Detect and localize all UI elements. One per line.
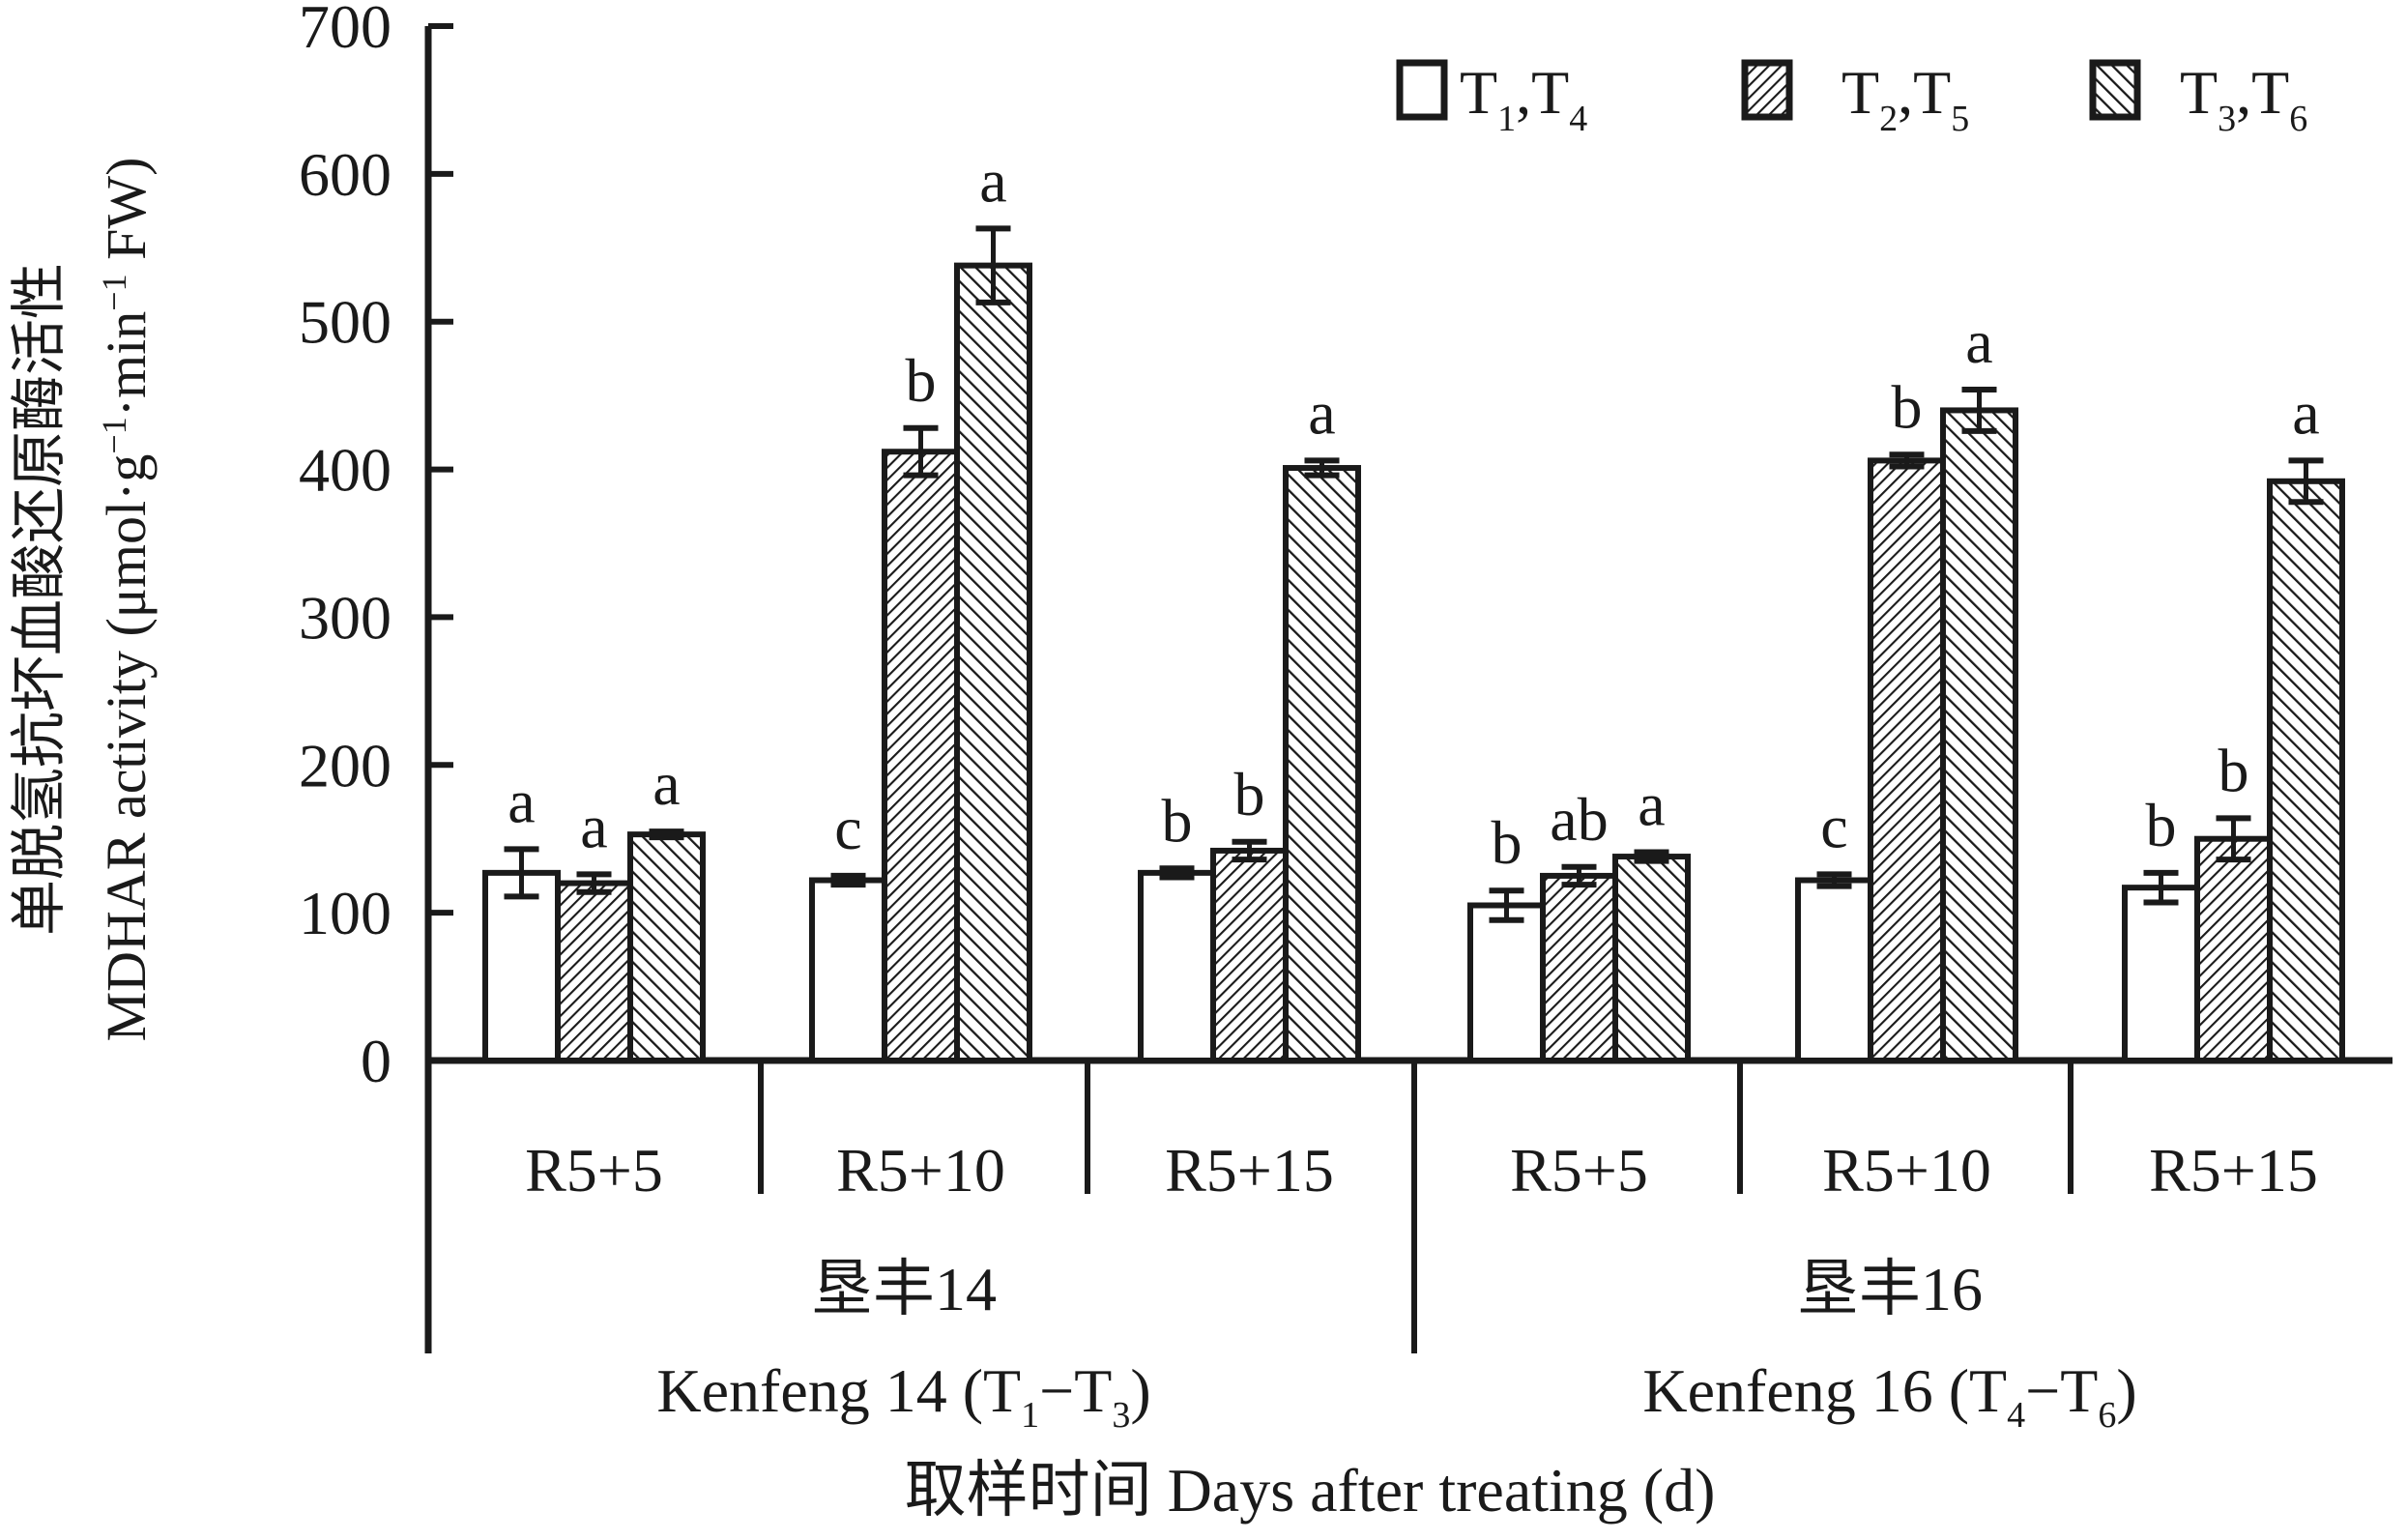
significance-letter: b <box>1892 372 1923 441</box>
y-tick-label: 0 <box>361 1027 392 1095</box>
y-axis-label-english: MDHAR activity (μmol·g−1·min−1 FW) <box>95 158 158 1042</box>
significance-letter: a <box>1308 378 1335 447</box>
category-label: R5+10 <box>1822 1136 1991 1205</box>
bar <box>2122 885 2200 1064</box>
legend-label-t3-t6: T3,T6 <box>2180 58 2307 139</box>
bar <box>809 877 887 1063</box>
significance-letter: b <box>1492 808 1522 877</box>
significance-letter: a <box>580 792 607 860</box>
y-tick-label: 400 <box>299 436 392 505</box>
significance-letter: c <box>1820 792 1847 860</box>
x-category-labels: R5+5 R5+10 R5+15 R5+5 R5+10 R5+15 <box>525 1136 2318 1205</box>
bar <box>1540 872 1618 1064</box>
legend-label-t1-t4: T1,T4 <box>1460 58 1587 139</box>
significance-letter: b <box>1162 786 1193 855</box>
category-label: R5+5 <box>525 1136 663 1205</box>
bar <box>1612 854 1691 1063</box>
legend-label-t2-t5: T2,T5 <box>1842 58 1969 139</box>
bar <box>1210 847 1289 1064</box>
y-tick-label: 700 <box>299 0 392 61</box>
significance-letter: c <box>834 794 861 862</box>
significance-letter: a <box>652 749 680 818</box>
legend-item-t2-t5: T2,T5 <box>1741 58 1969 139</box>
y-tick-label: 200 <box>299 731 392 799</box>
category-label: R5+15 <box>1165 1136 1334 1205</box>
y-tick-label: 300 <box>299 583 392 652</box>
significance-letter: a <box>2292 378 2319 447</box>
y-tick-label: 100 <box>299 879 392 947</box>
bar <box>1940 407 2018 1063</box>
y-tick-label: 600 <box>299 140 392 209</box>
bar <box>1138 869 1216 1063</box>
bar <box>882 449 960 1063</box>
legend-swatch-plain <box>1396 59 1448 121</box>
legend-swatch-diag-fine <box>1741 59 1793 121</box>
bar <box>1795 877 1873 1063</box>
legend-item-t1-t4: T1,T4 <box>1396 58 1587 139</box>
category-label: R5+15 <box>2149 1136 2318 1205</box>
bar <box>2194 835 2273 1064</box>
bar <box>954 262 1032 1063</box>
y-axis-label-chinese: 单脱氢抗坏血酸还原酶活性 <box>8 263 71 936</box>
significance-letter: b <box>2218 736 2249 804</box>
category-label: R5+10 <box>836 1136 1005 1205</box>
group-label-en-kenfeng16: Kenfeng 16 (T4−T6) <box>1642 1356 2136 1436</box>
significance-letter: b <box>906 346 937 415</box>
significance-letter: b <box>1234 760 1265 828</box>
significance-letter: ab <box>1550 785 1608 854</box>
bar <box>1467 902 1546 1063</box>
bar <box>1283 465 1361 1063</box>
significance-letter: b <box>2146 791 2177 859</box>
legend-item-t3-t6: T3,T6 <box>2089 58 2307 139</box>
significance-letter: a <box>1965 307 1992 376</box>
bar <box>1868 457 1946 1063</box>
x-axis-label: 取样时间 Days after treating (d) <box>905 1456 1716 1525</box>
legend: T1,T4 T2,T5 T3,T6 <box>1396 58 2307 139</box>
group-label-zh-kenfeng16: 垦丰16 <box>1797 1255 1983 1323</box>
bar <box>627 831 706 1064</box>
bar <box>555 880 633 1063</box>
axes: 0 100 200 300 400 500 600 700 <box>299 0 2392 1353</box>
bar <box>2267 478 2345 1063</box>
significance-letter: a <box>508 767 535 835</box>
bar <box>482 869 561 1063</box>
y-tick-label: 500 <box>299 288 392 357</box>
group-label-zh-kenfeng14: 垦丰14 <box>811 1255 997 1323</box>
significance-letter: a <box>1638 770 1665 838</box>
category-label: R5+5 <box>1510 1136 1648 1205</box>
significance-letter: a <box>979 146 1006 215</box>
group-label-en-kenfeng14: Kenfeng 14 (T1−T3) <box>656 1356 1150 1436</box>
legend-swatch-diag-wide <box>2089 59 2141 121</box>
